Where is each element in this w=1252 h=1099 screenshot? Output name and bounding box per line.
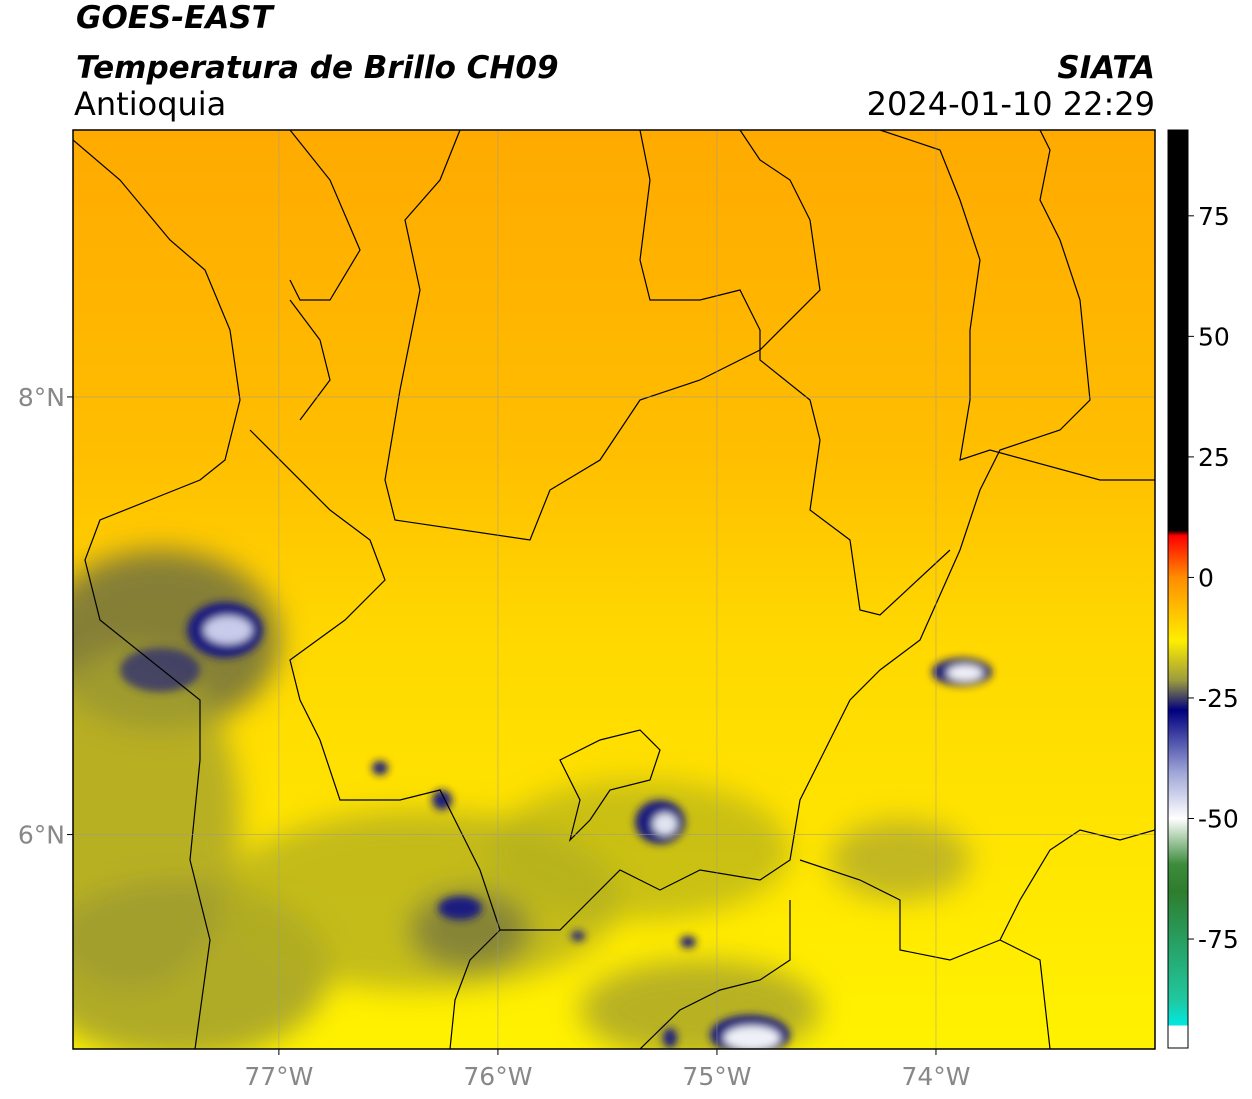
product: Temperatura de Brillo CH09 — [76, 50, 559, 86]
region: Antioquia — [74, 85, 226, 123]
y-tick-label: 6°N — [18, 821, 65, 850]
graticule — [73, 130, 1155, 1049]
colorbar-tick-label: 0 — [1198, 563, 1214, 592]
cold-cloud-tops — [120, 602, 992, 1049]
map-frame — [72, 129, 1156, 1050]
map-image — [73, 130, 1155, 1049]
source: SIATA — [1057, 50, 1155, 86]
x-tick-label: 77°W — [244, 1062, 313, 1091]
cloud-haze — [73, 550, 970, 1049]
colorbar-tick-label: -75 — [1198, 925, 1239, 954]
colorbar — [1167, 129, 1189, 1049]
borders — [73, 130, 1155, 1049]
x-tick-label: 74°W — [901, 1062, 970, 1091]
colorbar-tick-label: -25 — [1198, 684, 1239, 713]
x-tick-label: 75°W — [682, 1062, 751, 1091]
datetime: 2024-01-10 22:29 — [867, 85, 1155, 123]
colorbar-tick-label: 75 — [1198, 202, 1230, 231]
colorbar-tick-label: -50 — [1198, 805, 1239, 834]
y-tick-label: 8°N — [18, 383, 65, 412]
title: GOES-EAST — [76, 0, 276, 36]
colorbar-tick-label: 50 — [1198, 322, 1230, 351]
x-tick-label: 76°W — [463, 1062, 532, 1091]
colorbar-tick-label: 25 — [1198, 443, 1230, 472]
